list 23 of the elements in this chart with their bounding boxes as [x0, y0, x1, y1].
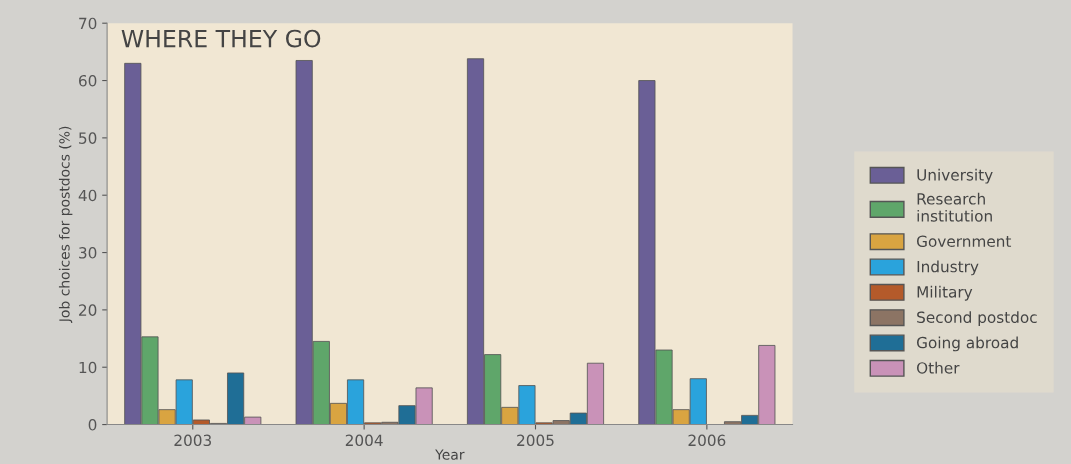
- legend-label: University: [917, 168, 993, 184]
- x-tick-label: 2005: [517, 434, 554, 447]
- legend-label: Industry: [917, 260, 979, 276]
- x-axis-title: Year: [435, 449, 465, 460]
- legend-label: Other: [916, 361, 960, 374]
- y-tick-label: 70: [79, 17, 97, 30]
- y-tick-label: 10: [79, 361, 97, 374]
- legend-label: Going abroad: [916, 336, 1018, 352]
- y-tick-label: 50: [79, 132, 97, 144]
- y-axis-title: Job choices for postdocs (%): [58, 126, 73, 323]
- y-tick-label: 40: [78, 189, 97, 202]
- x-tick-label: 2003: [174, 434, 211, 447]
- legend-label: Second postdoc: [917, 311, 1037, 326]
- y-tick-label: 0: [88, 419, 97, 431]
- x-tick-label: 2006: [688, 434, 726, 447]
- y-tick-label: 30: [79, 247, 97, 259]
- legend-label: Research institution: [917, 192, 992, 222]
- y-tick-label: 60: [79, 75, 97, 87]
- x-tick-label: 2004: [345, 434, 383, 447]
- chart-title: WHERE THEY GO: [121, 29, 321, 48]
- legend-label: Military: [917, 285, 973, 301]
- legend-label: Government: [916, 235, 1012, 248]
- y-tick-label: 20: [79, 304, 97, 316]
